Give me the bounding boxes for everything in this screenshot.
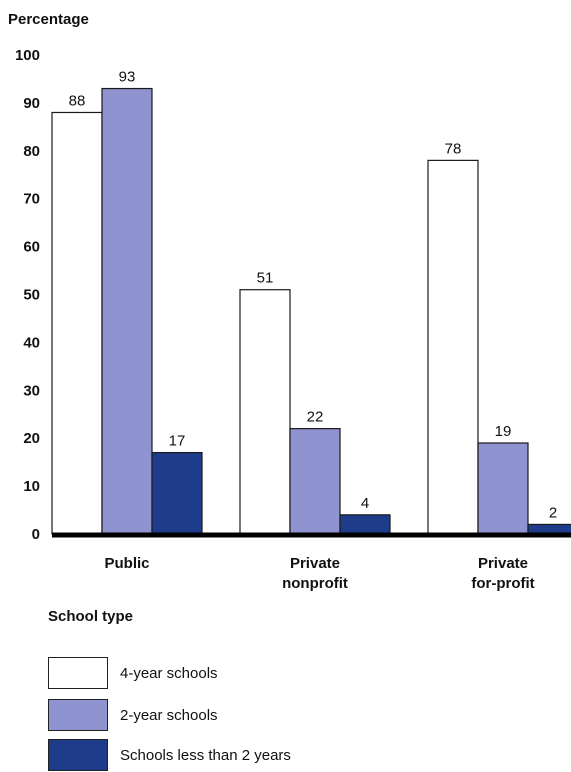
legend-swatch-4-year (48, 657, 108, 689)
bar-value-label: 4 (361, 495, 369, 512)
bar (101, 87, 153, 535)
y-tick-label: 30 (23, 382, 40, 399)
bar (427, 159, 479, 535)
bar-value-label: 22 (307, 409, 324, 426)
y-tick-label: 40 (23, 334, 40, 351)
x-tick-label: for-profit (471, 575, 534, 592)
legend-item-less-than-2-years: Schools less than 2 years (48, 738, 291, 772)
legend-item-2-year: 2-year schools (48, 698, 218, 732)
bar (289, 428, 341, 535)
bar-value-label: 93 (119, 69, 136, 86)
legend-label-2-year: 2-year schools (120, 706, 218, 724)
x-tick-label: nonprofit (282, 575, 348, 592)
y-tick-label: 80 (23, 143, 40, 160)
y-tick-label: 70 (23, 191, 40, 208)
x-axis-label: School type (48, 608, 134, 625)
legend-label-4-year: 4-year schools (120, 664, 218, 682)
legend-swatch-less-than-2-years (48, 739, 108, 771)
bar (151, 451, 203, 535)
y-tick-label: 10 (23, 478, 40, 495)
x-tick-label: Private (478, 555, 528, 572)
y-tick-label: 0 (32, 526, 40, 543)
bar-chart: Percentage 0 10 20 30 40 50 60 70 80 90 100 88 51 78 9… (8, 11, 571, 592)
y-tick-label: 90 (23, 95, 40, 112)
bar (477, 442, 529, 535)
bar-value-label: 78 (445, 140, 462, 157)
x-tick-label: Public (104, 555, 149, 572)
bar-value-label: 19 (495, 423, 512, 440)
y-axis-label: Percentage (8, 11, 89, 28)
bar (51, 111, 103, 535)
y-tick-label: 60 (23, 239, 40, 256)
bar-value-label: 51 (257, 270, 274, 287)
bar-value-label: 2 (549, 504, 557, 521)
legend-swatch-2-year (48, 699, 108, 731)
x-tick-label: Private (290, 555, 340, 572)
y-tick-label: 20 (23, 430, 40, 447)
y-tick-label: 50 (23, 287, 40, 304)
bar-value-label: 88 (69, 92, 86, 109)
bar (339, 514, 391, 535)
bar-value-label: 17 (169, 433, 186, 450)
y-tick-label: 100 (15, 47, 40, 64)
bar (239, 289, 291, 535)
legend-label-less-than-2-years: Schools less than 2 years (120, 746, 291, 764)
legend-item-4-year: 4-year schools (48, 656, 218, 690)
